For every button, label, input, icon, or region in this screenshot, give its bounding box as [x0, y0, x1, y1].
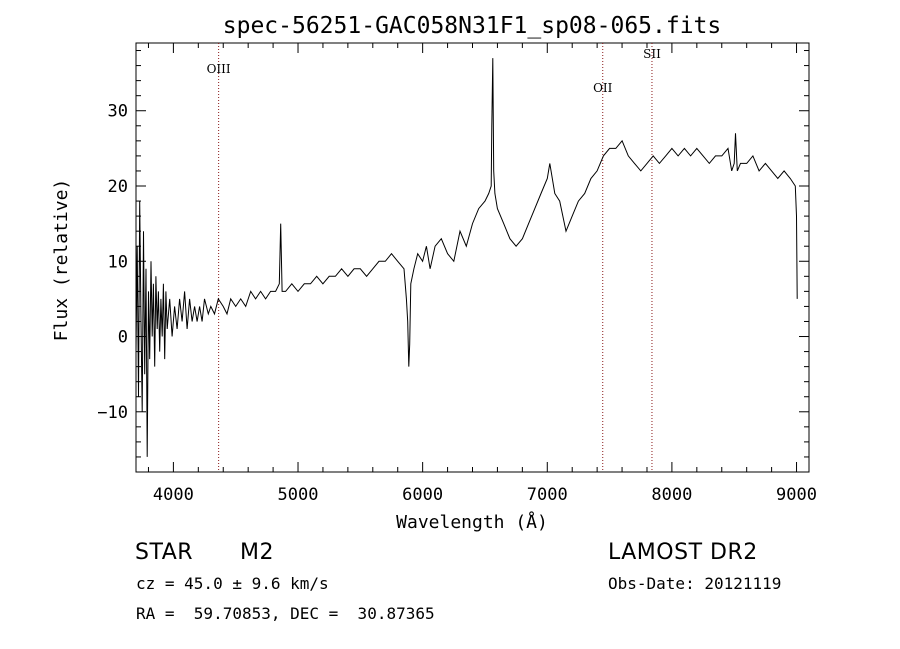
object-class: STAR: [135, 540, 194, 565]
y-tick-label: 0: [118, 328, 128, 348]
obs-date: Obs-Date: 20121119: [608, 574, 782, 593]
x-tick-label: 4000: [153, 485, 194, 505]
y-axis-ticks: −10 0 10 20 30: [97, 50, 809, 458]
x-tick-label: 6000: [402, 485, 443, 505]
x-axis-ticks: 4000 5000 6000 7000 8000 9000: [147, 43, 817, 505]
spectrum-line: [135, 58, 798, 457]
y-tick-label: 30: [108, 102, 128, 122]
y-tick-label: −10: [97, 403, 128, 423]
y-tick-label: 10: [108, 252, 128, 272]
x-tick-label: 9000: [776, 485, 817, 505]
line-markers: OIII OII SII: [207, 43, 661, 472]
marker-label-sii: SII: [643, 47, 661, 61]
object-subclass: M2: [240, 540, 274, 565]
x-tick-label: 5000: [278, 485, 319, 505]
chart-title: spec-56251-GAC058N31F1_sp08-065.fits: [223, 13, 722, 39]
y-tick-label: 20: [108, 177, 128, 197]
coordinates: RA = 59.70853, DEC = 30.87365: [136, 604, 435, 623]
x-axis-label: Wavelength (Å): [396, 511, 548, 533]
spectrum-chart: spec-56251-GAC058N31F1_sp08-065.fits 400…: [51, 13, 817, 533]
x-tick-label: 8000: [651, 485, 692, 505]
plot-frame: [135, 42, 810, 473]
marker-label-oii: OII: [593, 81, 613, 95]
redshift-text: cz = 45.0 ± 9.6 km/s: [136, 574, 329, 593]
marker-label-oiii: OIII: [207, 62, 231, 76]
y-axis-label: Flux (relative): [51, 179, 72, 342]
survey-name: LAMOST DR2: [608, 540, 758, 565]
x-tick-label: 7000: [527, 485, 568, 505]
